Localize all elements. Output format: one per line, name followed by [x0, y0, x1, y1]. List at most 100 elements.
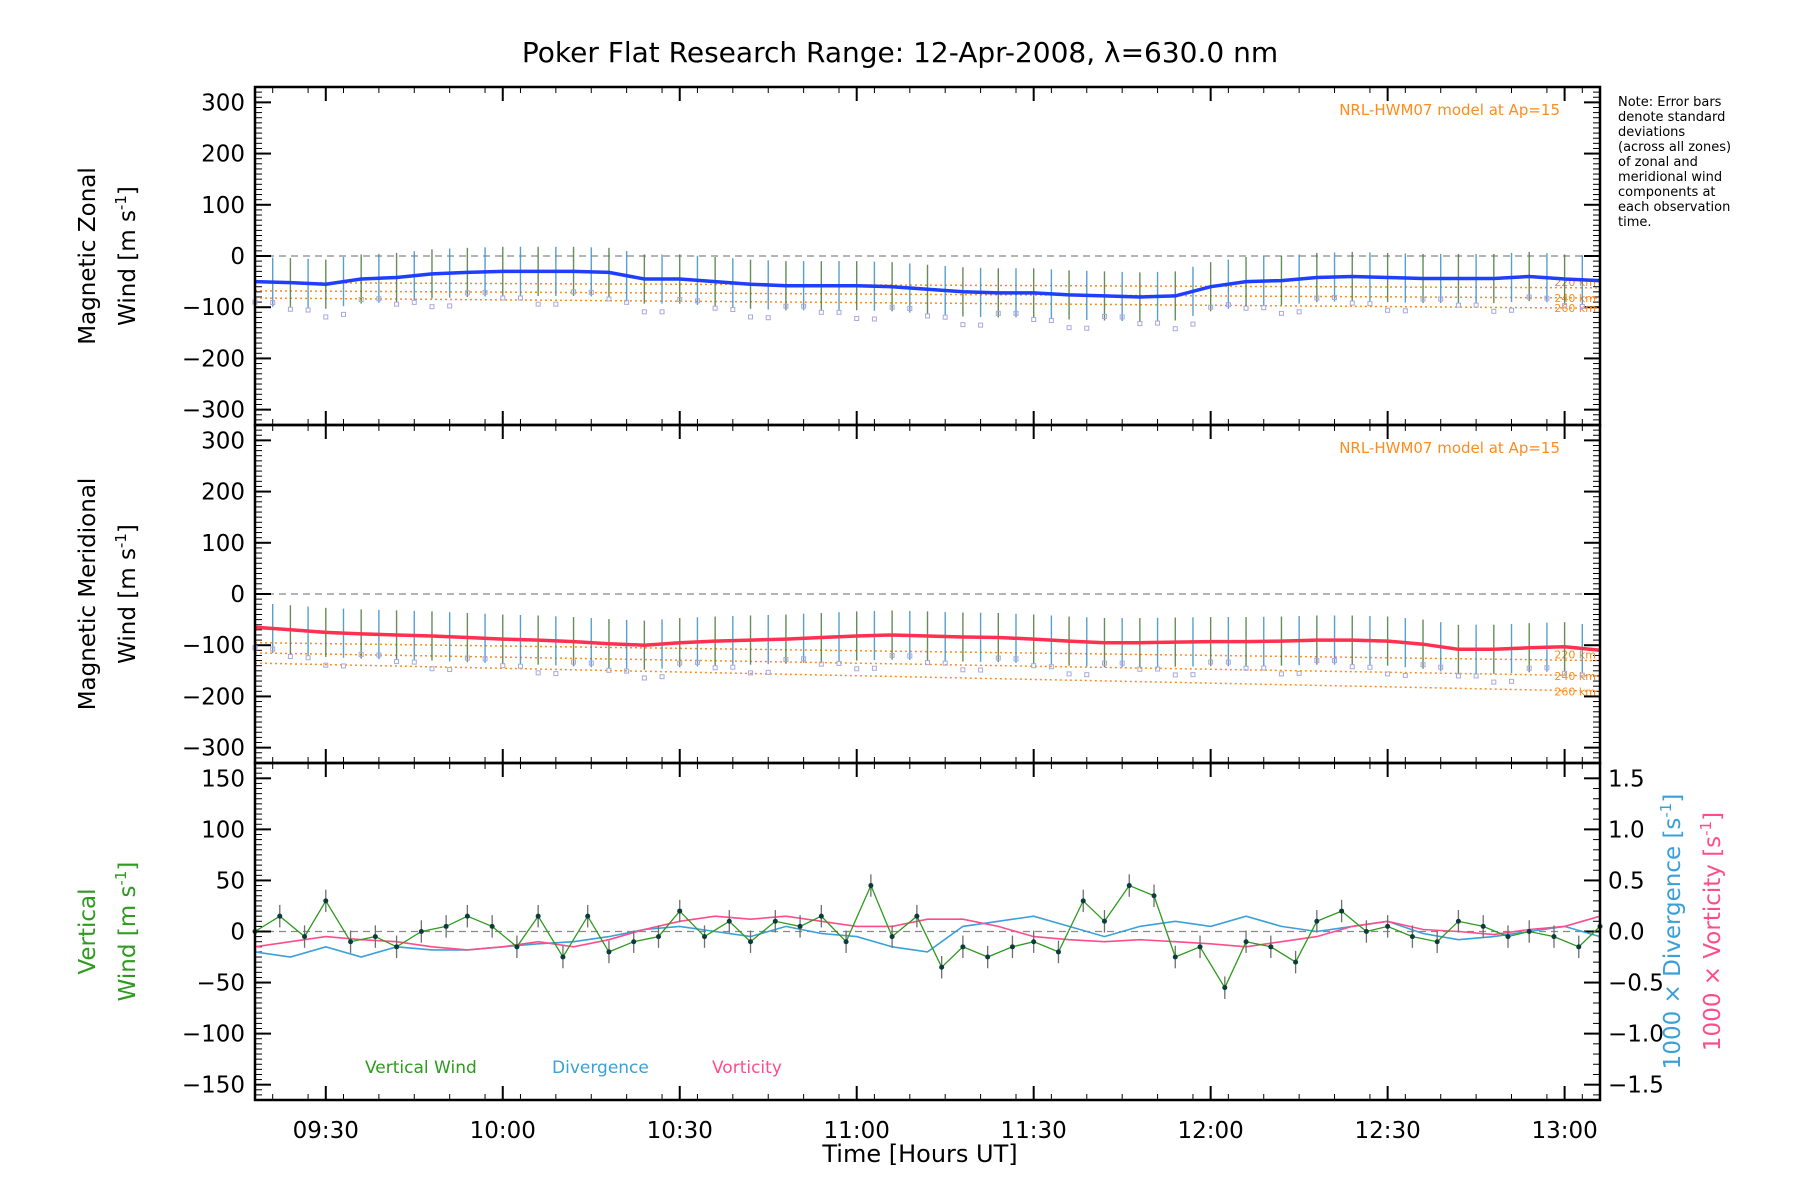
zone-point	[1509, 307, 1515, 313]
zone-point	[836, 309, 842, 315]
vertical-wind-point	[818, 913, 824, 919]
x-tick-label: 13:00	[1531, 1118, 1597, 1144]
zone-point	[1402, 672, 1408, 678]
zone-point	[694, 659, 700, 665]
y-tick-label: 100	[201, 817, 245, 843]
y-tick-label: −150	[182, 1073, 245, 1099]
x-axis-label: Time [Hours UT]	[821, 1140, 1017, 1168]
y-tick-label: 150	[201, 766, 245, 792]
vertical-wind-point	[372, 934, 378, 940]
y-axis-label: Wind [m s-1]	[112, 862, 141, 1002]
y-axis-label: Magnetic Meridional	[75, 478, 101, 711]
legend-entry: Vorticity	[712, 1058, 782, 1078]
zone-point	[854, 315, 860, 321]
panel-frame	[253, 761, 1602, 1102]
zone-point	[1172, 326, 1178, 332]
zone-point	[517, 295, 523, 301]
right-tick-label: −0.5	[1608, 971, 1664, 997]
zone-point	[978, 667, 984, 673]
vertical-wind-point	[394, 944, 400, 950]
zone-point	[1455, 302, 1461, 308]
x-tick-label: 10:00	[470, 1118, 536, 1144]
vertical-wind-point	[418, 929, 424, 934]
panel-meridional: 300 200 100 0 −100 −200 −300 Magnetic Meridiona…	[75, 423, 1602, 765]
model-alt-label: 260 km	[1554, 302, 1596, 315]
zone-point	[1509, 678, 1515, 684]
zone-point	[1367, 301, 1373, 307]
zone-point	[1349, 664, 1355, 670]
zone-point	[323, 314, 329, 320]
zone-point	[1048, 318, 1054, 324]
zone-point	[1579, 303, 1585, 309]
note-line: time.	[1618, 215, 1652, 230]
zone-point	[1155, 320, 1161, 326]
zone-point	[429, 666, 435, 672]
y-tick-label: −50	[196, 971, 245, 997]
zone-point	[730, 307, 736, 313]
vertical-wind-point	[1480, 923, 1486, 929]
zone-point	[1420, 296, 1426, 302]
model-curve-240km	[254, 290, 1601, 299]
zone-point	[553, 301, 559, 307]
note-line: each observation	[1618, 200, 1730, 215]
y-axis-label-line2: Wind [m s-1]	[112, 186, 141, 326]
zone-point	[1420, 662, 1426, 668]
zone-point	[606, 667, 612, 673]
vertical-wind-point	[1126, 883, 1132, 889]
right-tick-label: −1.5	[1608, 1073, 1664, 1099]
zone-point	[482, 289, 488, 295]
model-alt-label: 240 km	[1554, 670, 1596, 683]
y-tick-label: −200	[182, 684, 245, 710]
vertical-wind-point	[843, 939, 849, 945]
y-axis-label: Wind [m s-1]	[112, 186, 141, 326]
vertical-wind-point	[1551, 934, 1557, 940]
y-tick-label: 0	[230, 920, 245, 946]
vertical-wind-point	[1080, 898, 1086, 904]
vertical-wind-point	[1385, 923, 1391, 929]
zone-point	[1261, 305, 1267, 311]
zone-point	[871, 665, 877, 671]
zone-point	[1367, 664, 1373, 670]
zone-point	[960, 322, 966, 328]
right-tick-label: −1.0	[1608, 1022, 1664, 1048]
zone-point	[978, 322, 984, 328]
y-tick-label: −100	[182, 295, 245, 321]
model-curve-260km	[254, 662, 1601, 693]
zone-point	[500, 295, 506, 301]
x-tick-label: 11:00	[824, 1118, 890, 1144]
zone-point	[1438, 296, 1444, 302]
zone-point	[659, 674, 665, 680]
error-bar-note: Note: Error bars denote standard deviati…	[1618, 95, 1731, 230]
zone-point	[270, 300, 276, 306]
zone-point	[1491, 308, 1497, 314]
vertical-wind-point	[277, 913, 283, 919]
zone-point	[447, 303, 453, 309]
zone-point	[624, 299, 630, 305]
zone-point	[588, 660, 594, 666]
y-axis-label-line2: Wind [m s-1]	[112, 524, 141, 664]
zone-point	[358, 651, 364, 657]
zone-point	[287, 653, 293, 659]
zone-point	[1562, 670, 1568, 676]
zone-point	[748, 670, 754, 676]
y-tick-label: 0	[230, 582, 245, 608]
vertical-wind-point	[1434, 939, 1440, 945]
zone-point	[1137, 666, 1143, 672]
zone-point	[305, 655, 311, 661]
vertical-wind-line	[254, 883, 1601, 990]
zone-point	[571, 659, 577, 665]
vertical-wind-point	[1505, 934, 1511, 940]
right-tick-label: 0.0	[1608, 920, 1645, 946]
zone-point	[464, 655, 470, 661]
zone-point	[1526, 665, 1532, 671]
x-tick-label: 12:30	[1354, 1118, 1420, 1144]
zone-point	[641, 309, 647, 315]
zone-point	[1225, 302, 1231, 308]
zone-point	[730, 664, 736, 670]
zone-point	[1031, 663, 1037, 669]
model-label: NRL-HWM07 model at Ap=15	[1339, 439, 1560, 457]
zone-point	[1332, 294, 1338, 300]
zone-point	[1243, 665, 1249, 671]
right-tick-label: 1.5	[1608, 766, 1645, 792]
